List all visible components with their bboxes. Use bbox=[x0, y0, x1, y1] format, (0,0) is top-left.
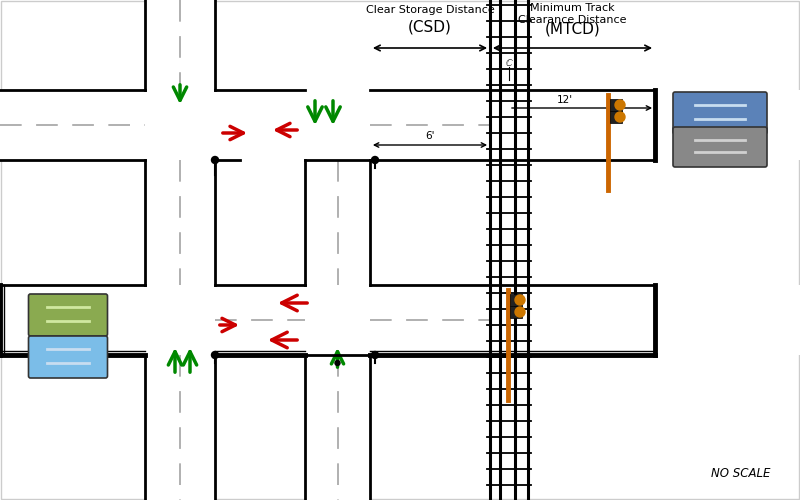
Bar bbox=[305, 355, 370, 500]
Bar bbox=[610, 99, 622, 111]
Text: (MTCD): (MTCD) bbox=[545, 22, 600, 37]
Circle shape bbox=[211, 352, 218, 358]
Bar bbox=[305, 160, 370, 285]
Text: 12': 12' bbox=[557, 95, 573, 105]
Bar bbox=[145, 355, 215, 500]
Text: NO SCALE: NO SCALE bbox=[710, 467, 770, 480]
Circle shape bbox=[615, 112, 625, 122]
Bar bbox=[510, 306, 522, 318]
Bar bbox=[510, 294, 522, 306]
Circle shape bbox=[615, 100, 625, 110]
Text: $\mathbb{C}$: $\mathbb{C}$ bbox=[505, 56, 514, 68]
Circle shape bbox=[515, 295, 525, 305]
Text: Clear Storage Distance: Clear Storage Distance bbox=[366, 5, 494, 15]
FancyBboxPatch shape bbox=[29, 294, 107, 336]
Bar bbox=[145, 0, 215, 90]
Bar bbox=[0, 285, 800, 355]
Bar bbox=[610, 111, 622, 123]
Circle shape bbox=[335, 360, 340, 366]
Circle shape bbox=[515, 307, 525, 317]
Circle shape bbox=[211, 156, 218, 164]
Bar bbox=[0, 90, 800, 160]
Text: Minimum Track
Clearance Distance: Minimum Track Clearance Distance bbox=[518, 3, 626, 24]
Bar bbox=[145, 160, 215, 285]
Text: (CSD): (CSD) bbox=[408, 20, 452, 35]
Circle shape bbox=[371, 352, 378, 358]
FancyBboxPatch shape bbox=[673, 92, 767, 134]
Text: 6': 6' bbox=[426, 131, 434, 141]
FancyBboxPatch shape bbox=[673, 127, 767, 167]
Circle shape bbox=[371, 156, 378, 164]
FancyBboxPatch shape bbox=[29, 336, 107, 378]
